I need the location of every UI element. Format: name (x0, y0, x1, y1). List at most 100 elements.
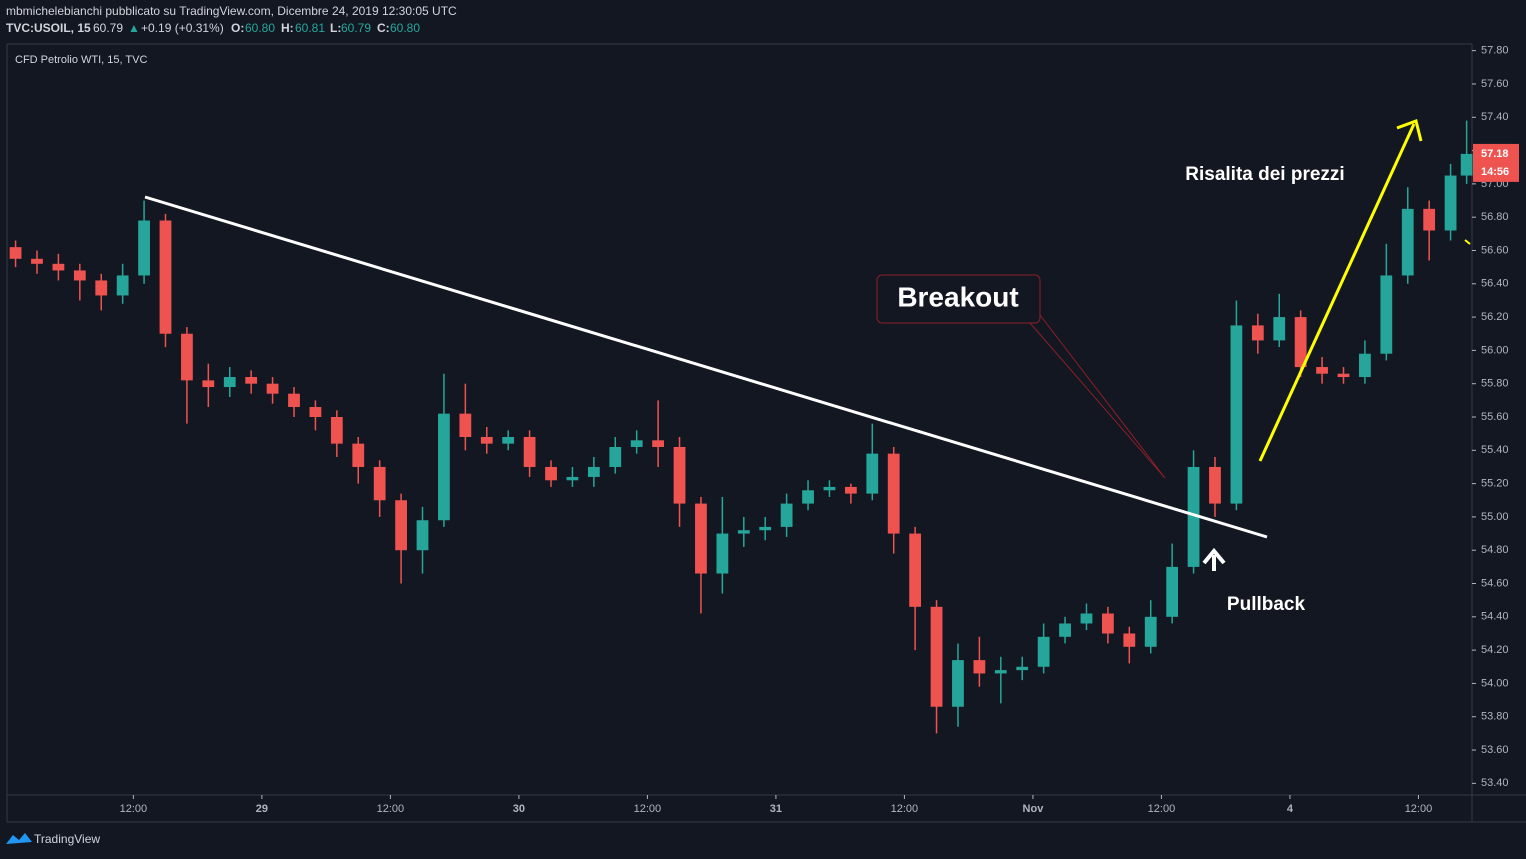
h: 60.81 (295, 21, 325, 35)
candle-body (737, 530, 750, 534)
candle-body (95, 280, 108, 296)
x-tick-label: 12:00 (1405, 803, 1433, 815)
c-label: C: (377, 21, 390, 35)
yellow-mark (1464, 239, 1471, 245)
pullback-arrow (1202, 547, 1226, 571)
candle-body (330, 417, 343, 444)
logo (6, 833, 32, 844)
candle-body (1187, 466, 1200, 567)
y-tick-label: 55.40 (1481, 444, 1509, 456)
candle-body (1251, 325, 1264, 341)
candle-body (1423, 208, 1436, 231)
candle-body (523, 436, 536, 467)
callout-pointer (1029, 314, 1166, 479)
candle-body (1460, 153, 1473, 176)
candle-body (1016, 666, 1029, 671)
candle-body (545, 466, 557, 481)
candle-body (459, 413, 472, 437)
x-tick-label: 4 (1287, 803, 1294, 815)
candle-body (52, 263, 65, 271)
candle-body (973, 660, 986, 674)
candle-body (31, 258, 43, 264)
candle-body (352, 443, 365, 467)
y-tick-label: 57.80 (1481, 45, 1509, 57)
candle-body (630, 440, 643, 447)
c: 60.80 (390, 21, 420, 35)
candle-body (1080, 613, 1093, 624)
x-tick-label: 12:00 (377, 803, 405, 815)
candle-body (416, 520, 429, 551)
ohlc-line: TVC:USOIL, 15 60.79 ▲ +0.19 (+0.31%) O: … (6, 21, 420, 35)
candle-body (802, 490, 814, 504)
y-tick-label: 56.80 (1481, 211, 1509, 223)
candle-body (1380, 275, 1393, 354)
candle-body (309, 407, 322, 418)
y-tick-label: 54.20 (1481, 644, 1509, 656)
candle-body (695, 503, 707, 574)
candle-body (438, 413, 450, 521)
drawings: Breakout Pullback Risalita dei prezzi (144, 119, 1471, 615)
l: 60.79 (341, 21, 371, 35)
candle-body (116, 275, 129, 296)
candle-body (9, 247, 22, 259)
x-tick-label: 12:00 (120, 803, 148, 815)
breakout-label: Breakout (897, 281, 1018, 312)
y-tick-label: 53.60 (1481, 744, 1509, 756)
h-label: H: (281, 21, 294, 35)
candle-body (909, 533, 922, 607)
price-tag-label: 57.18 (1481, 148, 1509, 160)
axes: 53.40 53.60 53.80 54.00 54.20 54.40 54.60 54.80… (120, 45, 1519, 815)
candle-body (1316, 367, 1328, 374)
candle-body (1037, 636, 1050, 667)
brand: TradingView (34, 832, 100, 846)
y-tick-label: 57.40 (1481, 111, 1509, 123)
candle-body (1209, 466, 1221, 504)
change: +0.19 (+0.31%) (141, 21, 224, 35)
x-tick-label: 12:00 (1148, 803, 1176, 815)
y-tick-label: 54.00 (1481, 677, 1509, 689)
candle-body (716, 533, 729, 574)
countdown-label: 14:56 (1481, 166, 1509, 178)
plot (9, 120, 1473, 734)
y-tick-label: 54.40 (1481, 611, 1509, 623)
symbol-title: CFD Petrolio WTI, 15, TVC (15, 54, 147, 66)
arrow: ▲ (128, 21, 140, 35)
candle-body (1294, 317, 1307, 368)
candle-body (288, 393, 300, 408)
candle-body (223, 377, 236, 388)
candle-body (159, 220, 172, 334)
candle-body (930, 606, 943, 707)
y-tick-label: 56.20 (1481, 311, 1509, 323)
y-tick-label: 54.80 (1481, 544, 1509, 556)
x-tick-label: 12:00 (891, 803, 919, 815)
candle-body (587, 466, 600, 477)
y-tick-label: 55.20 (1481, 478, 1509, 490)
candle-body (780, 503, 793, 527)
candle-body (994, 670, 1007, 674)
candle-body (1337, 373, 1350, 378)
l-label: L: (330, 21, 341, 35)
candle-body (373, 466, 386, 501)
candle-body (609, 446, 622, 467)
candle-body (395, 500, 407, 551)
rise-arrow-head (1396, 119, 1423, 142)
candle-body (181, 333, 193, 381)
candle-body (1273, 317, 1286, 341)
trendline (144, 195, 1268, 539)
candle-body (266, 383, 279, 394)
x-tick-label: 31 (770, 803, 782, 815)
x-tick-label: 29 (256, 803, 268, 815)
y-tick-label: 56.40 (1481, 278, 1509, 290)
candle-body (1401, 208, 1414, 276)
publisher-line: mbmichelebianchi pubblicato su TradingVi… (6, 4, 457, 18)
candle-body (566, 476, 579, 481)
candle-body (245, 377, 258, 384)
last: 60.79 (93, 21, 123, 35)
callout-box (876, 274, 1041, 324)
candle-body (202, 380, 215, 388)
candle-body (480, 436, 493, 444)
y-tick-label: 55.60 (1481, 411, 1509, 423)
